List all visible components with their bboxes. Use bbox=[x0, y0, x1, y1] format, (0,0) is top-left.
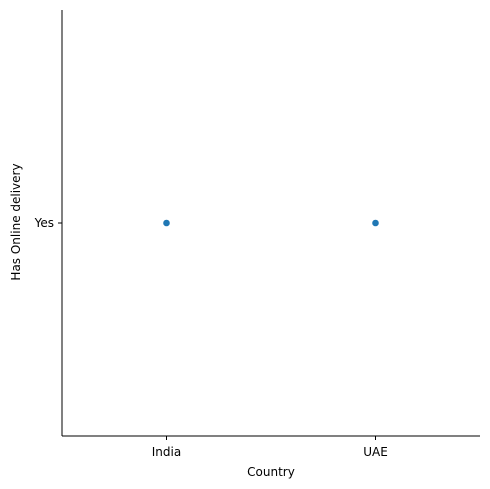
x-tick-label: India bbox=[152, 445, 181, 459]
data-point bbox=[163, 219, 170, 227]
x-ticks: India UAE bbox=[152, 436, 388, 459]
y-tick-label: Yes bbox=[34, 216, 54, 230]
data-point bbox=[372, 219, 379, 227]
x-tick-label: UAE bbox=[363, 445, 388, 459]
data-points bbox=[163, 219, 379, 227]
y-ticks: Yes bbox=[34, 216, 62, 230]
y-axis-label: Has Online delivery bbox=[9, 163, 23, 280]
x-axis-label: Country bbox=[247, 465, 295, 479]
